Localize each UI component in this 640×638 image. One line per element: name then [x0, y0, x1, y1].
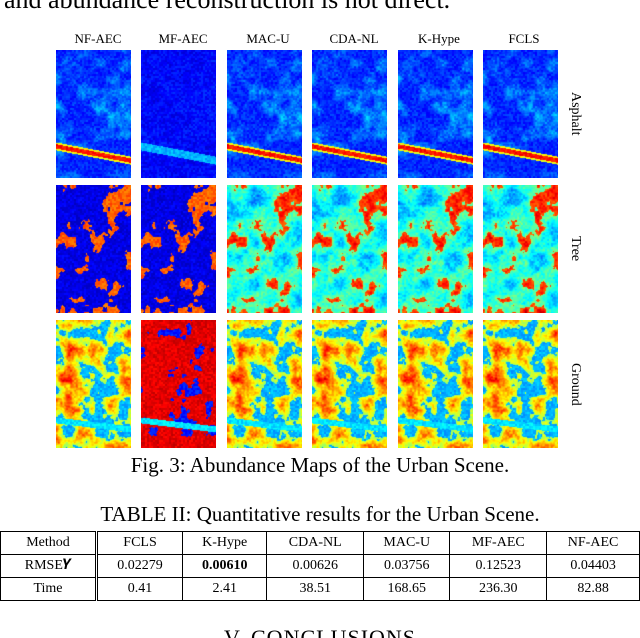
abundance-map-asphalt-mf-aec — [141, 50, 216, 178]
table-cell: 168.65 — [363, 577, 451, 601]
table-header-cell: MF-AEC — [449, 531, 548, 555]
row-label-asphalt: Asphalt — [568, 92, 583, 136]
table-header-cell: CDA-NL — [266, 531, 365, 555]
abundance-map-tree-mac-u — [227, 185, 302, 313]
abundance-map-ground-cda-nl — [312, 320, 387, 448]
column-label-nf-aec: NF-AEC — [74, 31, 122, 46]
table-title: TABLE II: Quantitative results for the U… — [100, 502, 540, 526]
abundance-map-ground-fcls — [483, 320, 558, 448]
table-header-cell: NF-AEC — [546, 531, 640, 555]
table-header-cell: K-Hype — [182, 531, 268, 555]
table-header-cell: MAC-U — [363, 531, 451, 555]
table-cell: 0.00626 — [266, 554, 365, 578]
abundance-map-asphalt-cda-nl — [312, 50, 387, 178]
table-cell: 236.30 — [449, 577, 548, 601]
abundance-map-tree-mf-aec — [141, 185, 216, 313]
column-label-k-hype: K-Hype — [418, 31, 460, 46]
column-label-mf-aec: MF-AEC — [158, 31, 208, 46]
table-row-time: Time 0.41 2.41 38.51 168.65 236.30 82.88 — [0, 577, 640, 601]
abundance-map-ground-mf-aec — [141, 320, 216, 448]
table-row-rmse: RMSE𝒀 0.02279 0.00610 0.00626 0.03756 0.… — [0, 554, 640, 578]
abundance-map-asphalt-fcls — [483, 50, 558, 178]
table-header-cell: FCLS — [95, 531, 184, 555]
table-cell: 0.12523 — [449, 554, 548, 578]
table-cell: 0.04403 — [546, 554, 640, 578]
abundance-map-tree-cda-nl — [312, 185, 387, 313]
row-label-tree: Tree — [568, 236, 583, 262]
preceding-text: and abundance reconstruction is not dire… — [0, 0, 640, 12]
table-cell: 38.51 — [266, 577, 365, 601]
table-cell: 82.88 — [546, 577, 640, 601]
abundance-map-asphalt-k-hype — [398, 50, 473, 178]
table-cell-best: 0.00610 — [182, 554, 268, 578]
section-heading: V. CONCLUSIONS — [223, 625, 417, 638]
column-label-cda-nl: CDA-NL — [329, 31, 379, 46]
table-cell: 0.03756 — [363, 554, 451, 578]
abundance-map-ground-nf-aec — [56, 320, 131, 448]
figure-caption: Fig. 3: Abundance Maps of the Urban Scen… — [130, 453, 510, 477]
abundance-map-ground-k-hype — [398, 320, 473, 448]
table-cell: 0.41 — [95, 577, 184, 601]
abundance-map-asphalt-mac-u — [227, 50, 302, 178]
results-table: Method FCLS K-Hype CDA-NL MAC-U MF-AEC N… — [0, 531, 640, 601]
abundance-map-tree-fcls — [483, 185, 558, 313]
column-label-mac-u: MAC-U — [246, 31, 290, 46]
abundance-map-tree-k-hype — [398, 185, 473, 313]
row-label-ground: Ground — [568, 362, 583, 406]
table-header-row: Method FCLS K-Hype CDA-NL MAC-U MF-AEC N… — [0, 531, 640, 555]
column-label-fcls: FCLS — [508, 31, 540, 46]
preceding-text-fragment: and abundance reconstruction is not dire… — [0, 0, 640, 12]
abundance-map-ground-mac-u — [227, 320, 302, 448]
table-cell: 2.41 — [182, 577, 268, 601]
table-row-label: Time — [0, 577, 98, 601]
table-row-label: RMSE𝒀 — [0, 554, 98, 578]
abundance-map-tree-nf-aec — [56, 185, 131, 313]
abundance-map-asphalt-nf-aec — [56, 50, 131, 178]
table-header-cell: Method — [0, 531, 98, 555]
table-cell: 0.02279 — [95, 554, 184, 578]
